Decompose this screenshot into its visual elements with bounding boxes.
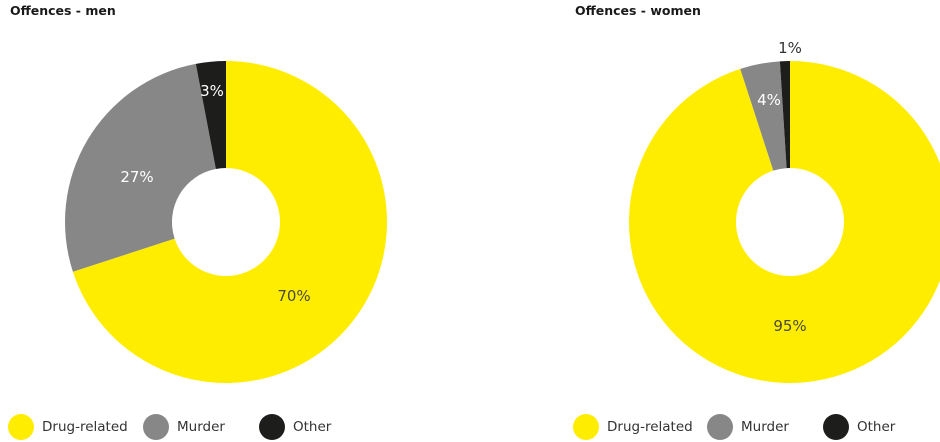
legend-item-other: Other bbox=[259, 414, 331, 440]
slice-murder bbox=[740, 61, 787, 171]
legend-item-other: Other bbox=[823, 414, 895, 440]
slice-drug-related bbox=[72, 61, 388, 383]
legend-item-drug-related: Drug-related bbox=[8, 414, 143, 440]
legend-swatch-drug-related bbox=[8, 414, 34, 440]
legend-label-other: Other bbox=[857, 419, 896, 435]
donut-chart-men: 70% 27% 3% bbox=[64, 61, 388, 383]
legend-men: Drug-related Murder Other bbox=[8, 414, 331, 440]
slice-other bbox=[195, 61, 226, 169]
legend-swatch-other bbox=[823, 414, 849, 440]
chart-title-women: Offences - women bbox=[575, 3, 701, 18]
legend-label-drug-related: Drug-related bbox=[607, 419, 693, 435]
chart-men: Offences - men 70% 27% 3% Drug-related Mur… bbox=[8, 3, 388, 440]
legend-item-drug-related: Drug-related bbox=[573, 414, 707, 440]
legend-swatch-murder bbox=[707, 414, 733, 440]
legend-item-murder: Murder bbox=[143, 414, 259, 440]
legend-item-murder: Murder bbox=[707, 414, 823, 440]
slice-label-other: 3% bbox=[200, 82, 224, 100]
donut-chart-women: 95% 4% 1% bbox=[629, 39, 940, 383]
legend-swatch-other bbox=[259, 414, 285, 440]
legend-label-murder: Murder bbox=[177, 419, 225, 435]
legend-label-drug-related: Drug-related bbox=[42, 419, 128, 435]
legend-label-murder: Murder bbox=[741, 419, 789, 435]
legend-swatch-murder bbox=[143, 414, 169, 440]
slice-label-murder: 4% bbox=[757, 91, 781, 109]
slice-murder bbox=[64, 63, 216, 272]
legend-women: Drug-related Murder Other bbox=[573, 414, 895, 440]
slice-label-other: 1% bbox=[778, 39, 802, 57]
legend-swatch-drug-related bbox=[573, 414, 599, 440]
slice-other bbox=[779, 61, 790, 169]
slice-drug-related bbox=[629, 61, 940, 383]
chart-women: Offences - women 95% 4% 1% Drug-related Mu… bbox=[565, 0, 940, 442]
legend-label-other: Other bbox=[293, 419, 332, 435]
slice-label-drug-related: 95% bbox=[773, 317, 806, 335]
slice-label-drug-related: 70% bbox=[277, 287, 310, 305]
chart-title-men: Offences - men bbox=[10, 3, 116, 18]
slice-label-murder: 27% bbox=[120, 168, 153, 186]
